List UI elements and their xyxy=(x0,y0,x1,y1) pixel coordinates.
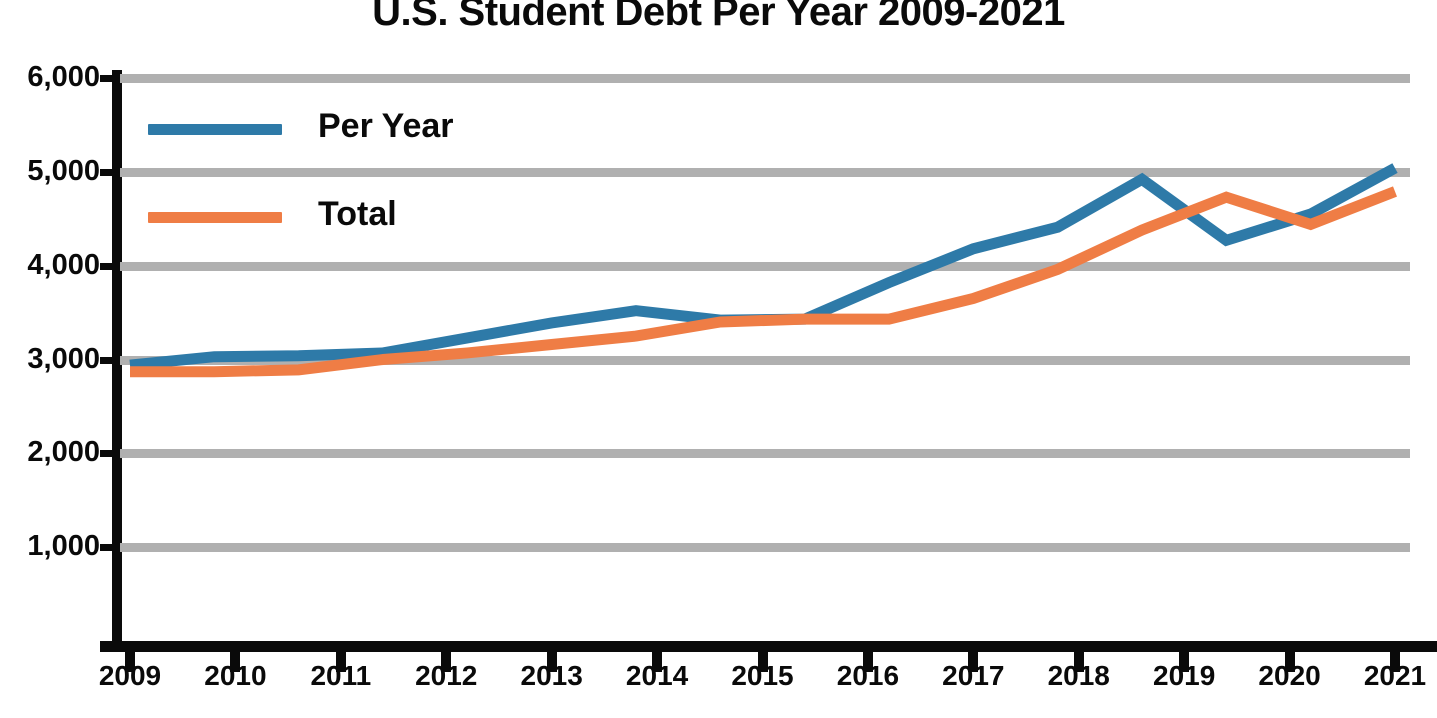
x-axis-tick-label: 2014 xyxy=(625,660,689,691)
gridline xyxy=(120,355,1410,365)
series-lines xyxy=(129,163,1398,378)
x-tick-mark xyxy=(546,652,557,672)
series-line-total xyxy=(130,186,1397,378)
x-axis-tick-label: 2021 xyxy=(1363,660,1427,691)
x-axis-tick-label: 2013 xyxy=(520,660,583,691)
y-tick-mark xyxy=(100,450,122,458)
gridline xyxy=(120,167,1410,177)
y-tick-mark xyxy=(100,544,122,552)
x-axis-line xyxy=(100,641,1437,652)
x-axis-tick-label: 2016 xyxy=(836,660,900,691)
legend-label-total: Total xyxy=(318,195,397,233)
x-tick-mark xyxy=(968,652,979,672)
x-axis-tick-label: 2009 xyxy=(98,660,162,691)
x-tick-mark xyxy=(1179,652,1190,672)
legend-item-1: Total xyxy=(148,194,438,282)
gridline xyxy=(120,543,1410,553)
gridline xyxy=(120,74,1410,83)
legend-swatch-per-year xyxy=(148,124,282,135)
x-tick-mark xyxy=(862,652,873,672)
plot-area xyxy=(120,72,1410,647)
gridline xyxy=(120,449,1410,459)
y-axis-tick-label: 5,000 xyxy=(27,154,100,187)
y-tick-mark xyxy=(100,356,122,364)
y-axis-tick-label: 3,000 xyxy=(27,342,100,375)
x-tick-mark xyxy=(335,652,346,672)
y-axis-tick-label: 4,000 xyxy=(27,248,100,281)
x-tick-mark xyxy=(757,652,768,672)
x-tick-mark xyxy=(1390,652,1400,672)
x-tick-mark xyxy=(1284,652,1295,672)
legend-label-per-year: Per Year xyxy=(318,107,454,145)
x-tick-mark xyxy=(652,652,663,672)
x-axis-tick-label: 2019 xyxy=(1153,660,1216,691)
y-tick-mark xyxy=(100,168,122,176)
x-tick-mark xyxy=(1073,652,1084,672)
chart-legend: Per Year Total xyxy=(148,106,454,282)
y-axis-tick-label: 1,000 xyxy=(27,530,100,563)
x-axis-tick-label: 2011 xyxy=(310,660,372,691)
x-axis-tick-label: 2012 xyxy=(415,660,478,691)
y-tick-mark xyxy=(100,262,122,270)
gridline xyxy=(120,261,1410,271)
legend-item-0: Per Year xyxy=(148,106,454,194)
x-tick-mark xyxy=(125,652,135,672)
x-axis-tick-label: 2017 xyxy=(942,660,1005,691)
x-tick-mark xyxy=(441,652,452,672)
y-axis-tick-label: 6,000 xyxy=(27,61,100,93)
chart-title: U.S. Student Debt Per Year 2009-2021 xyxy=(372,0,1065,34)
legend-swatch-total xyxy=(148,212,282,223)
x-axis-tick-label: 2010 xyxy=(204,660,267,691)
y-tick-mark xyxy=(100,75,122,82)
x-axis-tick-label: 2020 xyxy=(1258,660,1321,691)
y-axis-tick-label: 2,000 xyxy=(27,436,100,469)
x-axis-tick-label: 2015 xyxy=(731,660,794,691)
x-tick-mark xyxy=(230,652,241,672)
x-axis-tick-label: 2018 xyxy=(1047,660,1110,691)
